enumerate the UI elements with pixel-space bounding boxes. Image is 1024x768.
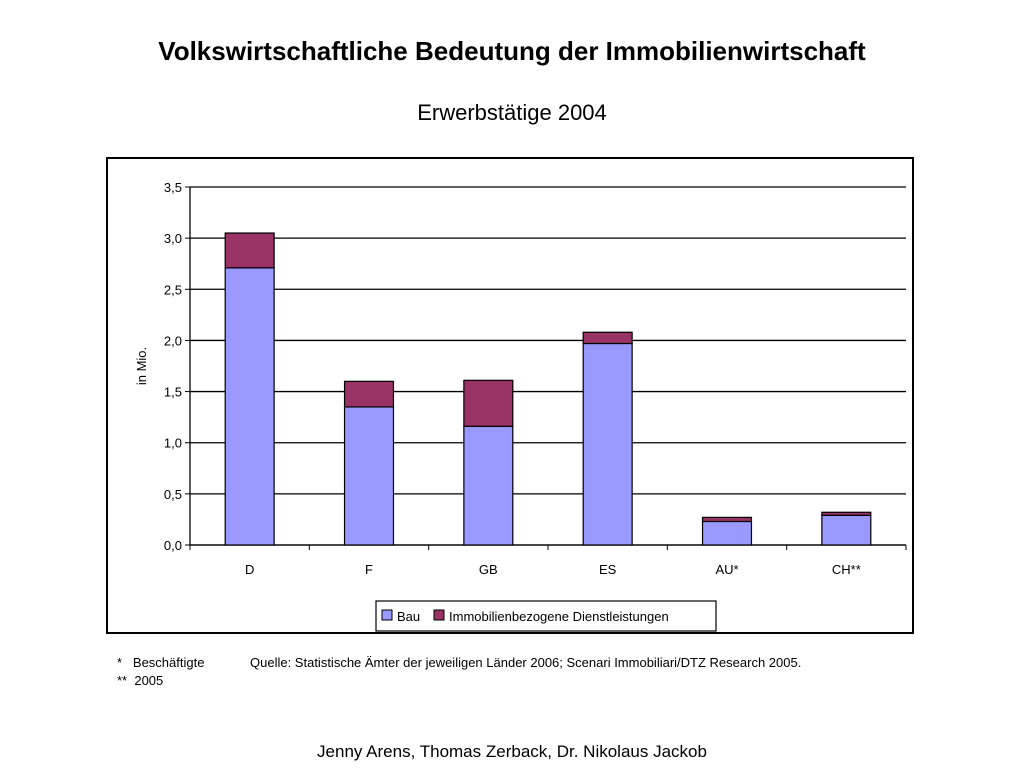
y-tick-label: 3,0 <box>164 231 182 246</box>
bar-bau <box>463 425 514 546</box>
x-tick-label: AU* <box>715 562 738 577</box>
legend-label: Bau <box>397 609 420 624</box>
x-tick-label: ES <box>599 562 617 577</box>
legend-swatch <box>433 609 445 621</box>
bar-bau <box>821 514 872 546</box>
bar-dienstleistungen <box>463 379 514 427</box>
footnote-year: ** 2005 <box>117 673 164 688</box>
x-tick-label: CH** <box>832 562 861 577</box>
source-note: Quelle: Statistische Ämter der jeweilige… <box>250 655 802 670</box>
y-tick-label: 2,5 <box>164 282 182 297</box>
bar-bau <box>224 267 275 546</box>
bar-dienstleistungen <box>582 331 633 345</box>
x-tick-label: D <box>245 562 254 577</box>
y-tick-label: 1,0 <box>164 436 182 451</box>
y-tick-label: 1,5 <box>164 385 182 400</box>
bar-dienstleistungen <box>701 516 753 523</box>
page-subtitle: Erwerbstätige 2004 <box>417 100 607 125</box>
page-title: Volkswirtschaftliche Bedeutung der Immob… <box>158 36 866 66</box>
footnote-employees: * Beschäftigte <box>117 655 205 670</box>
y-tick-label: 0,5 <box>164 487 182 502</box>
author-footer: Jenny Arens, Thomas Zerback, Dr. Nikolau… <box>317 742 707 761</box>
legend-box <box>375 600 717 632</box>
legend-swatch <box>381 609 393 621</box>
y-tick-label: 2,0 <box>164 333 182 348</box>
bar-dienstleistungen <box>821 511 872 516</box>
chart-area: 0,0 0,5 1,0 1,5 2,0 2,5 3,0 3,5 in Mio. D F GB ES AU*… <box>106 157 914 634</box>
y-tick-label: 0,0 <box>164 538 182 553</box>
x-tick-label: F <box>365 562 373 577</box>
bar-chart: 0,0 0,5 1,0 1,5 2,0 2,5 3,0 3,5 in Mio. D F GB ES AU*… <box>134 180 907 632</box>
bar-bau <box>582 342 633 546</box>
x-tick-label: GB <box>479 562 498 577</box>
bar-bau <box>343 406 395 546</box>
bar-dienstleistungen <box>224 232 275 269</box>
y-tick-label: 3,5 <box>164 180 182 195</box>
bar-bau <box>701 520 753 546</box>
legend-label: Immobilienbezogene Dienstleistungen <box>449 609 669 624</box>
bar-dienstleistungen <box>343 380 395 408</box>
y-axis-label: in Mio. <box>134 347 149 385</box>
